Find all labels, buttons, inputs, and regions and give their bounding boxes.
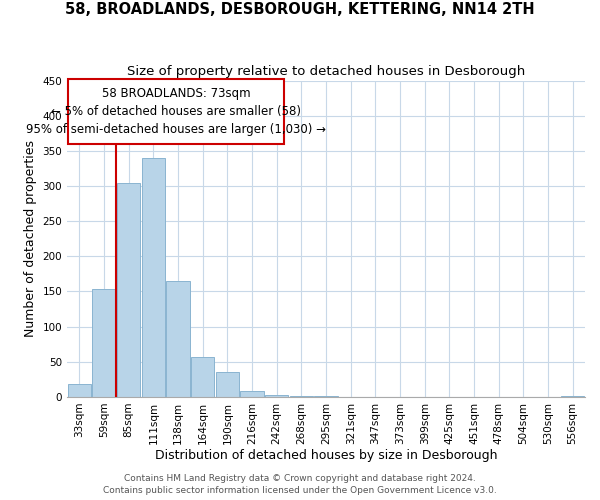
Text: Contains HM Land Registry data © Crown copyright and database right 2024.
Contai: Contains HM Land Registry data © Crown c… — [103, 474, 497, 495]
Y-axis label: Number of detached properties: Number of detached properties — [24, 140, 37, 338]
Bar — [142, 158, 165, 397]
Bar — [191, 357, 214, 397]
Bar — [561, 396, 584, 397]
Bar — [240, 390, 264, 397]
Bar — [314, 396, 338, 397]
Text: 58, BROADLANDS, DESBOROUGH, KETTERING, NN14 2TH: 58, BROADLANDS, DESBOROUGH, KETTERING, N… — [65, 2, 535, 18]
Text: 58 BROADLANDS: 73sqm
← 5% of detached houses are smaller (58)
95% of semi-detach: 58 BROADLANDS: 73sqm ← 5% of detached ho… — [26, 87, 326, 136]
Bar — [265, 395, 289, 397]
Bar — [92, 290, 116, 397]
Title: Size of property relative to detached houses in Desborough: Size of property relative to detached ho… — [127, 65, 525, 78]
Bar — [68, 384, 91, 397]
Bar — [166, 281, 190, 397]
Bar — [290, 396, 313, 397]
X-axis label: Distribution of detached houses by size in Desborough: Distribution of detached houses by size … — [155, 450, 497, 462]
Bar — [215, 372, 239, 397]
Bar — [117, 182, 140, 397]
FancyBboxPatch shape — [68, 79, 284, 144]
